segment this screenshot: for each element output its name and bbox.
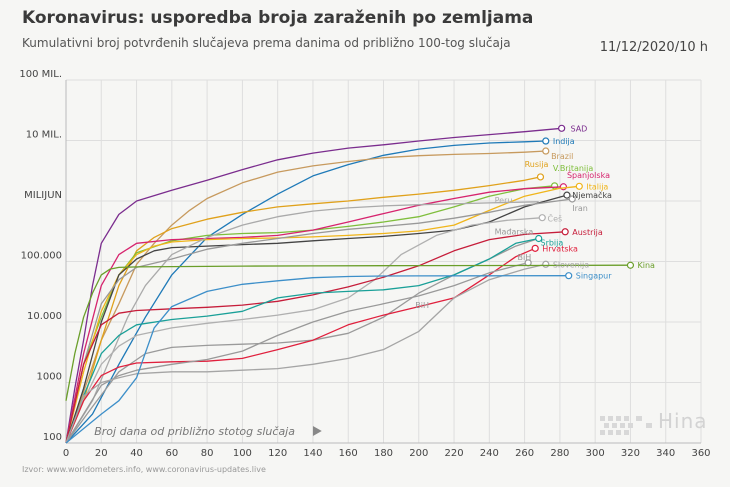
series-label-Iran: Iran [572,204,588,213]
hina-logo-pattern [600,416,652,435]
series-label-Austrija: Austrija [572,228,603,237]
y-tick-label: 100 MIL. [19,69,62,80]
series-line-Singapur [65,275,569,444]
x-tick-label: 360 [691,448,710,459]
x-tick-label: 60 [165,448,178,459]
y-tick-label: 10.000 [27,311,62,322]
series-endpoint-Slovenija [542,260,550,268]
series-endpoint-Španjolska [559,183,568,191]
series-label-Indija: Indija [553,137,575,146]
chart-subtitle: Kumulativni broj potvrđenih slučajeva pr… [22,36,511,50]
source-note: Izvor: www.worldometers.info, www.corona… [22,465,266,474]
chart-title: Koronavirus: usporedba broja zaraženih p… [22,8,534,28]
x-axis-label: Broj dana od približno stotog slučaja [94,425,295,438]
series-line-Slovenija [65,263,546,444]
series-line-Indija [65,140,546,444]
x-tick-label: 100 [233,448,252,459]
series-label-Rusija: Rusija [525,160,549,169]
series-label-BiH: BiH [518,253,532,262]
x-tick-label: 160 [339,448,358,459]
series-label-Španjolska: Španjolska [567,169,610,180]
series-endpoint-Hrvatska [531,244,539,252]
hina-logo-text: Hina [658,409,708,433]
x-tick-label: 40 [130,448,143,459]
series-endpoint-Kina [626,261,635,269]
series-endpoint-Iran [568,195,576,203]
series-line-Austrija [65,231,566,444]
x-tick-label: 240 [480,448,499,459]
x-tick-label: 220 [445,448,464,459]
series-endpoint-Njemačka [563,191,571,199]
x-tick-label: 180 [374,448,393,459]
y-tick-label: 100.000 [21,251,62,262]
series-label-BiH-mid: BiH [415,301,429,310]
series-label-Srbija: Srbija [540,238,563,247]
series-line-Češ [65,217,543,444]
x-tick-label: 20 [95,448,108,459]
series-line-Brazil [65,150,546,444]
arrow-right-icon [312,426,322,436]
x-tick-label: 140 [303,448,322,459]
series-line-Rusija [65,176,541,444]
series-label-V.Britanija: V.Britanija [553,164,594,173]
series-line-Kina [65,264,631,401]
series-endpoint-Češ [538,214,546,222]
series-label-Brazil: Brazil [551,152,573,161]
y-tick-label: 10 MIL. [26,130,62,141]
series-endpoint-Austrija [561,228,569,236]
series-label-Hrvatska: Hrvatska [542,244,578,253]
series-endpoint-Indija [542,137,550,145]
x-tick-label: 300 [586,448,605,459]
series-line-Španjolska [65,186,564,444]
x-tick-label: 260 [515,448,534,459]
series-line-Peru [65,201,539,444]
series-line-Njemačka [65,194,568,444]
series-line-SAD [65,127,562,444]
x-tick-label: 80 [201,448,214,459]
x-tick-label: 340 [656,448,675,459]
series-endpoint-Singapur [565,272,573,280]
series-endpoint-Italija [575,182,583,190]
y-tick-label: MILIJUN [24,190,62,201]
series-label-SAD: SAD [570,124,587,133]
series-label-Peru: Peru [495,196,513,205]
series-label-Singapur: Singapur [576,272,613,281]
series-label-Kina: Kina [638,261,656,270]
series-label-Češ: Češ [548,213,563,224]
date-stamp: 11/12/2020/10 h [599,40,708,55]
x-tick-label: 120 [268,448,287,459]
y-tick-label: 100 [43,432,62,443]
x-tick-label: 0 [63,448,69,459]
series-label-Italija: Italija [586,182,608,191]
series-line-Iran [65,198,573,444]
series-line-Hrvatska [65,247,536,444]
series-label-Njemačka: Njemačka [572,190,612,200]
series-line-BiH [65,262,529,444]
series-endpoint-Srbija [535,234,543,243]
y-tick-label: 1000 [37,372,62,383]
series-line-Srbija [65,237,539,444]
x-tick-label: 320 [621,448,640,459]
series-label-Mađarska: Mađarska [495,228,534,237]
series-endpoint-SAD [558,124,566,132]
series-endpoint-Brazil [542,147,550,155]
x-tick-label: 280 [550,448,569,459]
x-tick-label: 200 [409,448,428,459]
series-label-Slovenija: Slovenija [553,260,589,269]
series-endpoint-Rusija [536,173,545,181]
series-line-Italija [65,185,580,444]
